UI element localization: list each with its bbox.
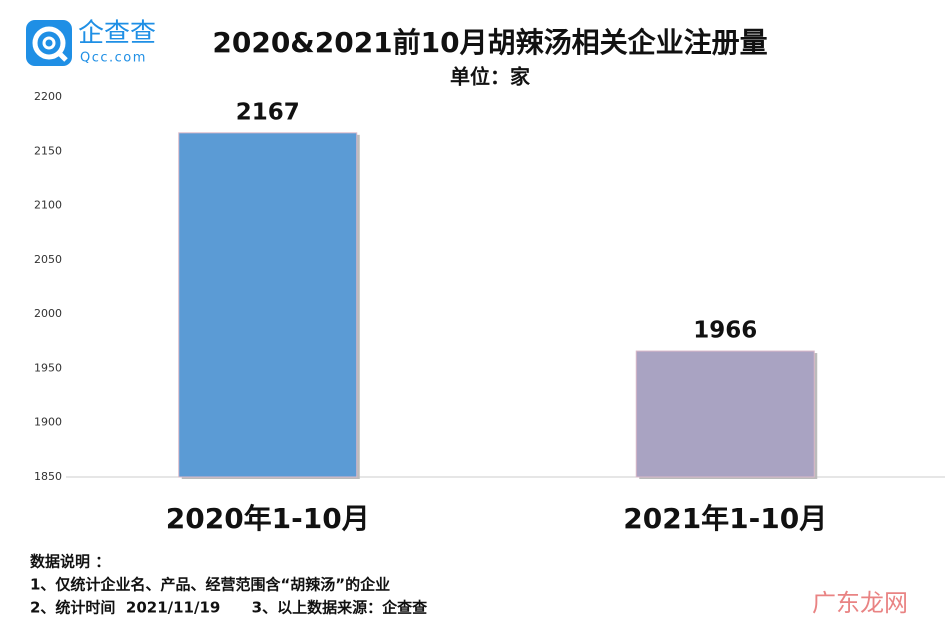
chart-title: 2020&2021前10月胡辣汤相关企业注册量 xyxy=(212,26,767,59)
logo-url: Qcc.com xyxy=(80,51,147,66)
x-tick-label: 2020年1-10月 xyxy=(166,502,370,535)
note: 数据说明 ： xyxy=(30,553,110,571)
bar xyxy=(178,132,358,478)
y-tick-label: 2150 xyxy=(34,144,62,157)
y-tick-label: 1950 xyxy=(34,361,62,374)
y-tick-label: 1900 xyxy=(34,416,62,429)
logo-name: 企查查 xyxy=(78,19,156,49)
logo-icon-ring xyxy=(32,26,66,60)
chart-subtitle: 单位：家 xyxy=(450,65,531,89)
y-tick-label: 1850 xyxy=(34,470,62,483)
y-tick-label: 2000 xyxy=(34,307,62,320)
logo-icon-dot xyxy=(42,36,56,50)
x-tick-label: 2021年1-10月 xyxy=(623,502,827,535)
bar xyxy=(635,350,815,478)
y-tick-label: 2100 xyxy=(34,199,62,212)
y-tick-label: 2050 xyxy=(34,253,62,266)
y-tick-label: 2200 xyxy=(34,90,62,103)
watermark: 广东龙网 xyxy=(812,589,908,617)
note: 2、统计时间 2021/11/19 3、以上数据来源：企查查 xyxy=(30,599,428,617)
note: 1、仅统计企业名、产品、经营范围含“胡辣汤”的企业 xyxy=(30,576,390,594)
data-label: 1966 xyxy=(693,318,757,344)
data-label: 2167 xyxy=(236,99,300,125)
logo-icon-tail xyxy=(56,50,68,62)
